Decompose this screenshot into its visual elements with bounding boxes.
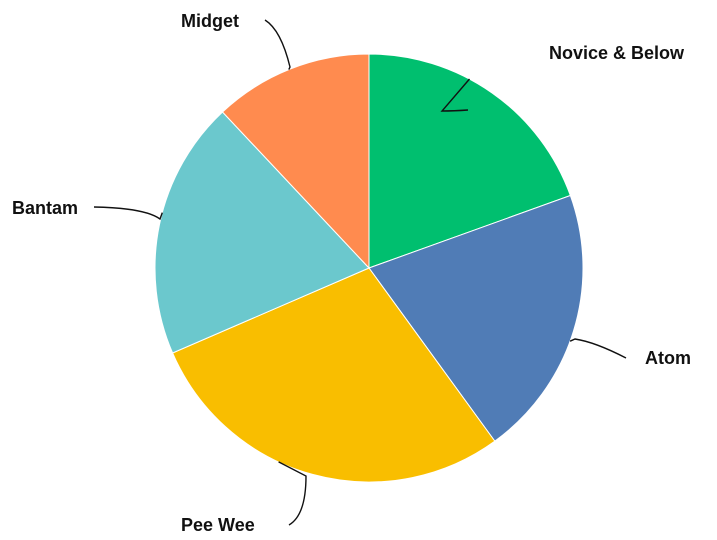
slices-layer xyxy=(155,54,583,482)
slice-label-atom: Atom xyxy=(645,348,691,368)
slice-label-novice-and-below: Novice & Below xyxy=(549,43,685,63)
slice-label-pee-wee: Pee Wee xyxy=(181,515,255,535)
slice-label-bantam: Bantam xyxy=(12,198,78,218)
leader-line-bantam xyxy=(94,207,162,219)
leader-line-midget xyxy=(265,20,290,70)
leader-line-atom xyxy=(570,339,626,358)
slice-label-midget: Midget xyxy=(181,11,239,31)
